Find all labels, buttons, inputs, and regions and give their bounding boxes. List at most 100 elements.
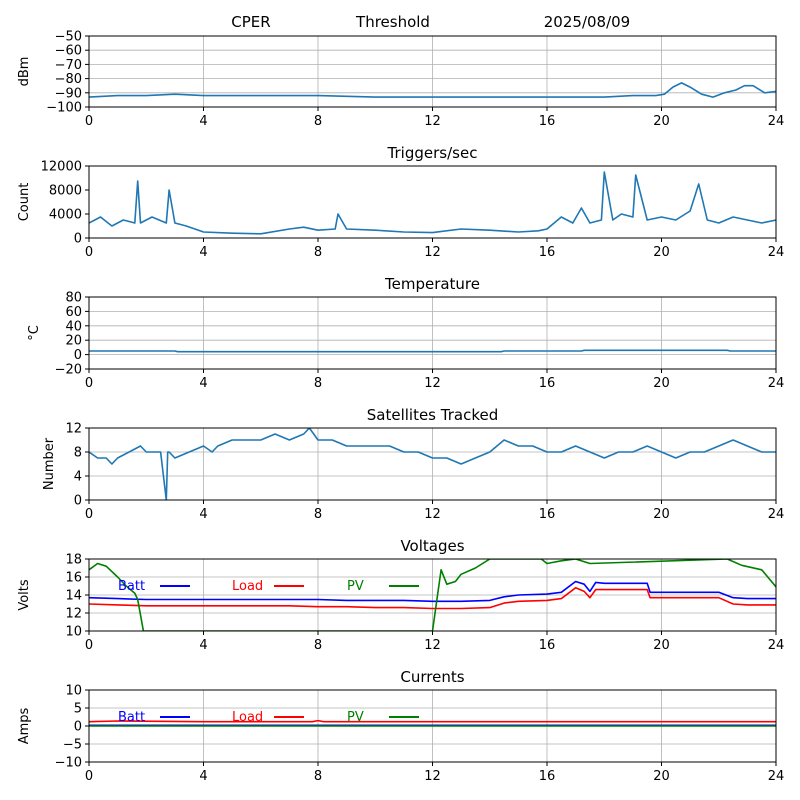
y-tick-label: 5 — [74, 702, 82, 717]
x-tick-label: 8 — [314, 245, 322, 260]
y-tick-label: −50 — [55, 30, 82, 45]
x-tick-label: 8 — [314, 376, 322, 391]
x-tick-label: 4 — [199, 507, 207, 522]
x-tick-label: 20 — [653, 769, 670, 784]
x-tick-label: 8 — [314, 507, 322, 522]
x-tick-label: 16 — [539, 114, 556, 129]
y-tick-label: 16 — [65, 571, 82, 586]
y-tick-label: 20 — [65, 334, 82, 349]
series-line-data — [89, 428, 776, 500]
y-tick-label: 60 — [65, 305, 82, 320]
y-tick-label: 8000 — [49, 184, 82, 199]
header-date: 2025/08/09 — [544, 13, 630, 31]
panel-title: Currents — [400, 668, 464, 686]
series-line-data — [89, 82, 776, 98]
panel-title: Temperature — [384, 275, 480, 293]
x-tick-label: 4 — [199, 114, 207, 129]
x-tick-label: 20 — [653, 638, 670, 653]
y-tick-label: 40 — [65, 319, 82, 334]
x-tick-label: 12 — [424, 114, 441, 129]
y-tick-label: 4000 — [49, 208, 82, 223]
x-tick-label: 16 — [539, 638, 556, 653]
series-line-batt — [89, 580, 776, 603]
legend-label-pv: PV — [347, 710, 364, 725]
x-tick-label: 16 — [539, 769, 556, 784]
panel-title: Voltages — [400, 537, 464, 555]
y-tick-label: 0 — [74, 720, 82, 735]
y-tick-label: 4 — [74, 470, 82, 485]
x-tick-label: 0 — [85, 769, 93, 784]
x-tick-label: 20 — [653, 507, 670, 522]
header-mode: Threshold — [355, 13, 430, 31]
panel-title: Triggers/sec — [387, 144, 478, 162]
chart-panel-1: 0 4 8 12 16 20 24 0 4000 8000 12000 Triggers/sec Cou… — [17, 144, 784, 260]
legend-label-load: Load — [232, 710, 263, 725]
y-tick-label: 18 — [65, 553, 82, 568]
series-line-load — [89, 719, 776, 723]
y-tick-label: 0 — [74, 348, 82, 363]
x-tick-label: 12 — [424, 507, 441, 522]
x-tick-label: 20 — [653, 245, 670, 260]
y-tick-label: −80 — [55, 72, 82, 87]
chart-panel-5: 0 4 8 12 16 20 24 −10 −5 0 5 10 Currents Amps Batt Load… — [17, 668, 784, 784]
legend-label-pv: PV — [347, 579, 364, 594]
y-tick-label: −70 — [55, 58, 82, 73]
chart-panel-3: 0 4 8 12 16 20 24 0 4 8 12 Satellites Tracked Number — [42, 406, 784, 522]
y-tick-label: 10 — [65, 684, 82, 699]
x-tick-label: 16 — [539, 507, 556, 522]
y-tick-label: −90 — [55, 86, 82, 101]
y-axis-label: Amps — [17, 707, 32, 744]
legend-label-load: Load — [232, 579, 263, 594]
y-tick-label: 12 — [65, 422, 82, 437]
x-tick-label: 24 — [768, 114, 785, 129]
y-axis-label: Number — [42, 437, 57, 490]
y-tick-label: 0 — [74, 494, 82, 509]
x-tick-label: 16 — [539, 245, 556, 260]
x-tick-label: 4 — [199, 638, 207, 653]
legend-label-batt: Batt — [118, 579, 145, 594]
x-tick-label: 24 — [768, 376, 785, 391]
header-site: CPER — [231, 13, 270, 31]
y-axis-label: Count — [17, 183, 32, 222]
x-tick-label: 24 — [768, 638, 785, 653]
x-tick-label: 8 — [314, 769, 322, 784]
legend-label-batt: Batt — [118, 710, 145, 725]
x-tick-label: 16 — [539, 376, 556, 391]
y-tick-label: 8 — [74, 446, 82, 461]
y-tick-label: 10 — [65, 625, 82, 640]
y-tick-label: −60 — [55, 44, 82, 59]
y-tick-label: 12 — [65, 607, 82, 622]
y-tick-label: 0 — [74, 232, 82, 247]
x-tick-label: 12 — [424, 245, 441, 260]
chart-panel-4: 0 4 8 12 16 20 24 10 12 14 16 18 Voltages Volts Batt Lo… — [17, 537, 784, 653]
x-tick-label: 4 — [199, 769, 207, 784]
x-tick-label: 8 — [314, 638, 322, 653]
series-line-load — [89, 586, 776, 610]
x-tick-label: 0 — [85, 507, 93, 522]
series-line-data — [89, 349, 776, 353]
y-tick-label: −100 — [46, 101, 82, 116]
x-tick-label: 24 — [768, 769, 785, 784]
y-tick-label: 80 — [65, 291, 82, 306]
y-tick-label: 14 — [65, 589, 82, 604]
x-tick-label: 12 — [424, 769, 441, 784]
y-axis-label: dBm — [17, 57, 32, 87]
x-tick-label: 20 — [653, 376, 670, 391]
x-tick-label: 4 — [199, 245, 207, 260]
x-tick-label: 0 — [85, 638, 93, 653]
y-axis-label: Volts — [17, 579, 32, 611]
series-line-data — [89, 171, 776, 235]
x-tick-label: 20 — [653, 114, 670, 129]
x-tick-label: 4 — [199, 376, 207, 391]
x-tick-label: 12 — [424, 376, 441, 391]
x-tick-label: 24 — [768, 245, 785, 260]
x-tick-label: 0 — [85, 376, 93, 391]
x-tick-label: 24 — [768, 507, 785, 522]
series-line-pv — [89, 559, 776, 631]
x-tick-label: 12 — [424, 638, 441, 653]
y-tick-label: −5 — [63, 738, 82, 753]
x-tick-label: 0 — [85, 114, 93, 129]
y-tick-label: −10 — [55, 756, 82, 771]
